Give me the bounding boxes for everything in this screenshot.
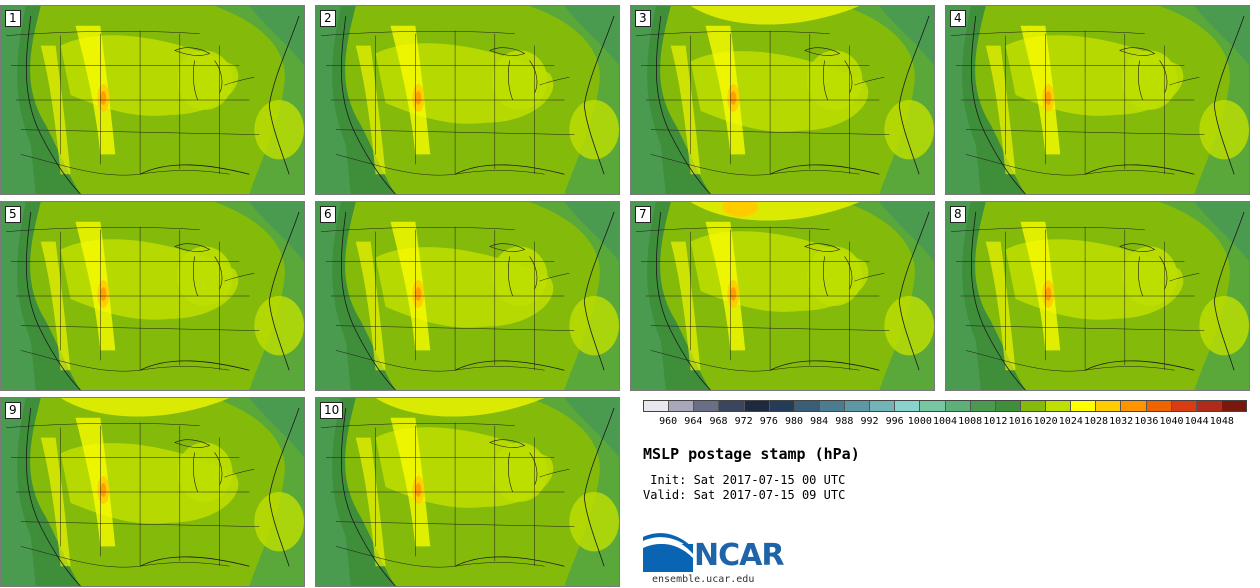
colorbar-cell	[995, 401, 1021, 411]
colorbar-tick-label: 964	[684, 416, 703, 427]
init-time: Init: Sat 2017-07-15 00 UTC	[643, 473, 846, 487]
colorbar-tick-label: 1044	[1184, 416, 1209, 427]
ncar-logo-icon	[643, 533, 693, 572]
colorbar-tick-label: 976	[759, 416, 778, 427]
colorbar-cell	[895, 401, 921, 411]
colorbar-tick-label: 1040	[1159, 416, 1184, 427]
panel-number-label: 9	[5, 402, 21, 419]
map-panel-6: 6	[315, 201, 620, 391]
map-panel-4: 4	[945, 5, 1250, 195]
colorbar-tick-label: 1024	[1058, 416, 1083, 427]
mslp-map	[946, 202, 1249, 390]
colorbar-tick-label: 984	[810, 416, 829, 427]
colorbar-cell	[1046, 401, 1072, 411]
colorbar-cell	[1121, 401, 1147, 411]
colorbar-tick-label: 1016	[1008, 416, 1033, 427]
colorbar-tick-label: 1020	[1033, 416, 1058, 427]
colorbar-tick-label: 972	[734, 416, 753, 427]
colorbar-tick-label: 1036	[1134, 416, 1159, 427]
colorbar-tick-label: 992	[860, 416, 879, 427]
colorbar-cell	[694, 401, 720, 411]
colorbar-cell	[870, 401, 896, 411]
map-panel-3: 3	[630, 5, 935, 195]
colorbar-cell	[719, 401, 745, 411]
map-panel-7: 7	[630, 201, 935, 391]
colorbar-tick-label: 1000	[907, 416, 932, 427]
panel-number-label: 5	[5, 206, 21, 223]
panel-number-label: 3	[635, 10, 651, 27]
colorbar-cell	[1221, 401, 1246, 411]
colorbar-tick-label: 1012	[983, 416, 1008, 427]
mslp-map	[1, 202, 304, 390]
panel-number-label: 6	[320, 206, 336, 223]
colorbar-tick-label: 980	[784, 416, 804, 427]
ncar-logo-text: NCAR	[694, 538, 784, 573]
colorbar-cell	[1171, 401, 1197, 411]
mslp-map	[1, 398, 304, 586]
colorbar-tick-label: 1008	[958, 416, 983, 427]
mslp-map	[316, 398, 619, 586]
map-panel-2: 2	[315, 5, 620, 195]
logo-url: ensemble.ucar.edu	[652, 574, 755, 585]
map-panel-1: 1	[0, 5, 305, 195]
map-panel-5: 5	[0, 201, 305, 391]
mslp-map	[946, 6, 1249, 194]
valid-time: Valid: Sat 2017-07-15 09 UTC	[643, 488, 846, 502]
map-panel-10: 10	[315, 397, 620, 587]
panel-number-label: 7	[635, 206, 651, 223]
colorbar-tick-label: 968	[709, 416, 728, 427]
colorbar-cell	[920, 401, 946, 411]
panel-number-label: 4	[950, 10, 966, 27]
colorbar-cell	[819, 401, 845, 411]
map-panel-8: 8	[945, 201, 1250, 391]
chart-title: MSLP postage stamp (hPa)	[643, 445, 860, 463]
mslp-map	[1, 6, 304, 194]
mslp-map	[316, 6, 619, 194]
colorbar-cell	[1196, 401, 1222, 411]
colorbar-cell	[669, 401, 695, 411]
colorbar-cell	[1071, 401, 1097, 411]
panel-number-label: 1	[5, 10, 21, 27]
colorbar-cell	[794, 401, 820, 411]
mslp-map	[316, 202, 619, 390]
mslp-map	[631, 6, 934, 194]
colorbar-cell	[644, 401, 670, 411]
colorbar-tick-label: 1028	[1083, 416, 1109, 427]
colorbar-cell	[945, 401, 971, 411]
colorbar-cell	[769, 401, 795, 411]
colorbar-tick-label: 1032	[1109, 416, 1134, 427]
colorbar-tick-label: 1048	[1209, 416, 1234, 427]
panel-number-label: 10	[320, 402, 344, 419]
mslp-map	[631, 202, 934, 390]
colorbar-tick-labels: 960 964 968 972 976 980 984 988 992 996 1000 1004 10…	[633, 416, 1260, 430]
colorbar	[643, 400, 1247, 412]
colorbar-tick-label: 960	[659, 416, 678, 427]
colorbar-tick-label: 996	[885, 416, 904, 427]
colorbar-cell	[1020, 401, 1046, 411]
colorbar-cell	[970, 401, 996, 411]
colorbar-cell	[1096, 401, 1122, 411]
map-panel-9: 9	[0, 397, 305, 587]
panel-number-label: 8	[950, 206, 966, 223]
colorbar-cell	[744, 401, 770, 411]
panel-number-label: 2	[320, 10, 336, 27]
colorbar-cell	[1146, 401, 1172, 411]
colorbar-cell	[845, 401, 871, 411]
colorbar-tick-label: 1004	[932, 416, 958, 427]
colorbar-tick-label: 988	[835, 416, 854, 427]
